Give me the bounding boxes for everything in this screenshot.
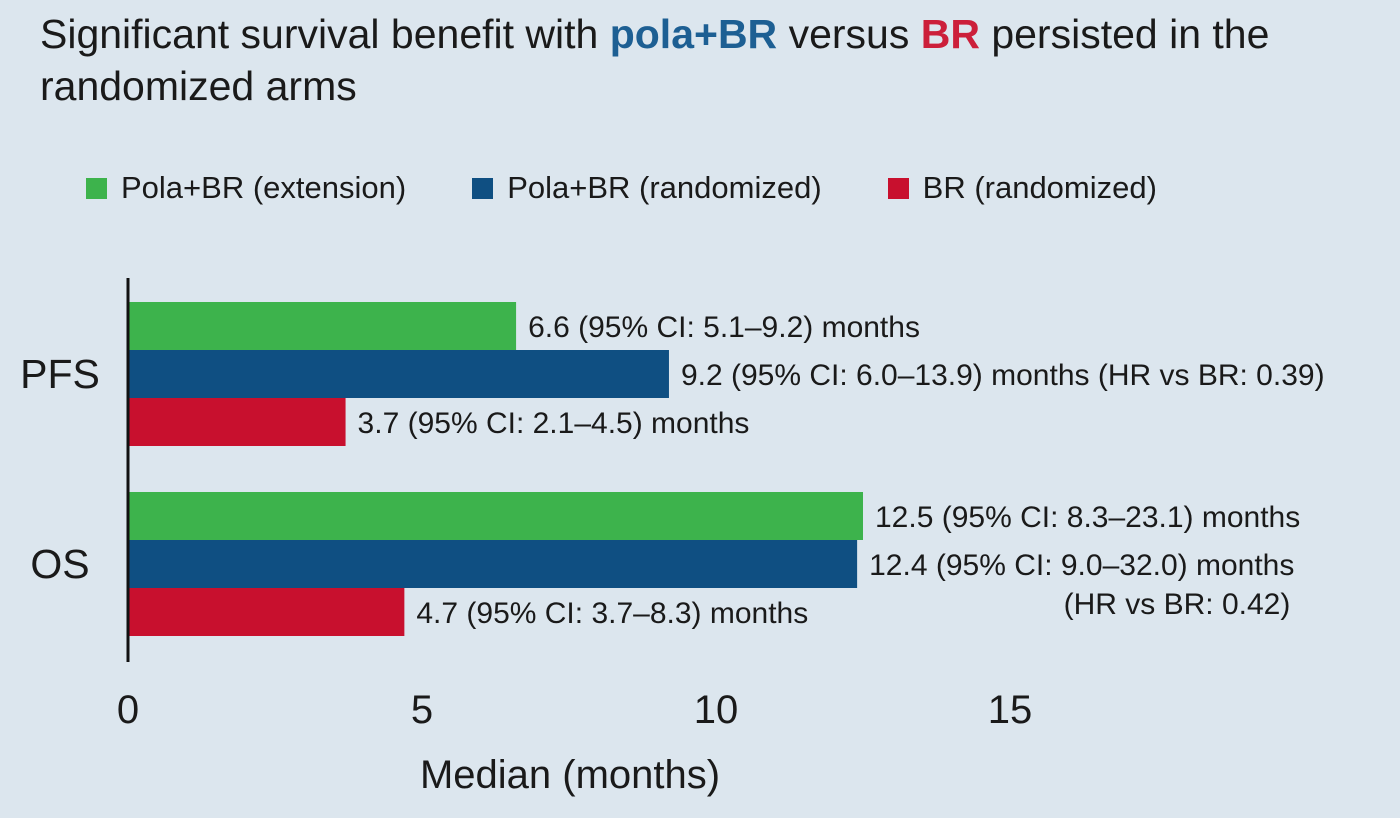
legend-swatch-extension: [86, 177, 107, 199]
title-part-2: versus: [777, 11, 921, 57]
data-label-os-series-1: 12.4 (95% CI: 9.0–32.0) months: [869, 549, 1294, 582]
data-label-pfs-series-2: 3.7 (95% CI: 2.1–4.5) months: [358, 407, 750, 440]
title-highlight-br: BR: [920, 11, 980, 57]
bar-os-series-2: [128, 588, 405, 636]
category-label-os: OS: [30, 541, 89, 587]
data-label-os-series-0: 12.5 (95% CI: 8.3–23.1) months: [875, 501, 1300, 534]
bar-pfs-series-0: [128, 302, 517, 350]
bar-pfs-series-2: [128, 398, 346, 446]
data-label-pfs-series-1: 9.2 (95% CI: 6.0–13.9) months (HR vs BR:…: [681, 359, 1325, 392]
bar-os-series-1: [128, 540, 858, 588]
title-highlight-pola-br: pola+BR: [609, 11, 778, 57]
bar-os-series-0: [128, 492, 863, 540]
x-tick-label-0: 0: [117, 688, 139, 732]
title-part-3: persisted in the randomized arms: [40, 11, 1270, 109]
data-label-pfs-series-0: 6.6 (95% CI: 5.1–9.2) months: [528, 311, 920, 344]
legend-label-randomized: Pola+BR (randomized): [507, 170, 822, 205]
x-tick-label-5: 5: [411, 688, 433, 732]
legend-item-randomized: Pola+BR (randomized): [472, 170, 822, 206]
legend-swatch-randomized: [472, 177, 494, 199]
legend-swatch-br: [887, 177, 909, 199]
bar-pfs-series-1: [128, 350, 669, 398]
data-label-os-series-2: 4.7 (95% CI: 3.7–8.3) months: [416, 597, 808, 630]
chart-legend: Pola+BR (extension) Pola+BR (randomized)…: [86, 170, 1223, 206]
title-part-1: Significant survival benefit with: [40, 11, 610, 57]
data-label-os-hr: (HR vs BR: 0.42): [1064, 588, 1291, 621]
chart-title: Significant survival benefit with pola+B…: [40, 8, 1380, 112]
x-tick-label-15: 15: [988, 688, 1033, 732]
x-axis-title: Median (months): [420, 753, 720, 797]
legend-label-br: BR (randomized): [922, 170, 1157, 205]
legend-label-extension: Pola+BR (extension): [121, 170, 407, 205]
legend-item-br: BR (randomized): [887, 170, 1157, 206]
x-tick-label-10: 10: [694, 688, 739, 732]
legend-item-extension: Pola+BR (extension): [86, 170, 406, 206]
category-label-pfs: PFS: [20, 351, 100, 397]
